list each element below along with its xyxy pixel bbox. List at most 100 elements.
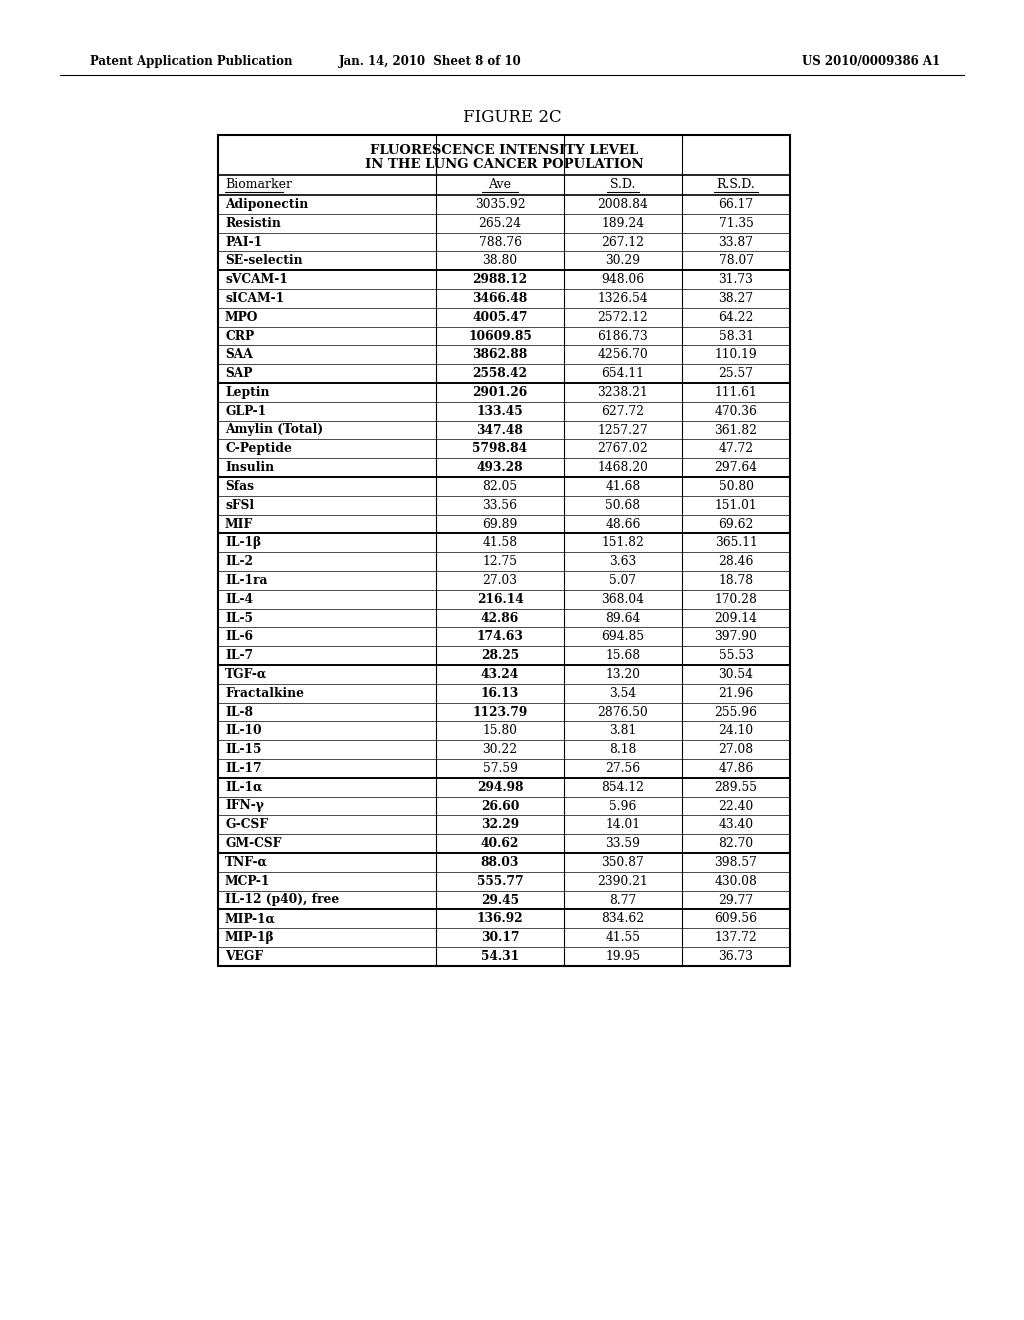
Text: 33.87: 33.87 <box>719 235 754 248</box>
Text: MIP-1α: MIP-1α <box>225 912 275 925</box>
Text: 347.48: 347.48 <box>476 424 523 437</box>
Text: 8.18: 8.18 <box>609 743 637 756</box>
Text: 40.62: 40.62 <box>481 837 519 850</box>
Text: 3.63: 3.63 <box>609 556 637 568</box>
Text: 3466.48: 3466.48 <box>472 292 527 305</box>
Text: 627.72: 627.72 <box>601 405 644 417</box>
Text: IL-2: IL-2 <box>225 556 253 568</box>
Text: IL-15: IL-15 <box>225 743 261 756</box>
Text: Biomarker: Biomarker <box>225 178 292 191</box>
Text: 133.45: 133.45 <box>477 405 523 417</box>
Text: 28.25: 28.25 <box>481 649 519 663</box>
Text: Adiponectin: Adiponectin <box>225 198 308 211</box>
Text: 1257.27: 1257.27 <box>598 424 648 437</box>
Text: CRP: CRP <box>225 330 254 342</box>
Text: 47.72: 47.72 <box>719 442 754 455</box>
Text: sICAM-1: sICAM-1 <box>225 292 284 305</box>
Text: 82.70: 82.70 <box>719 837 754 850</box>
Text: 55.53: 55.53 <box>719 649 754 663</box>
Text: Jan. 14, 2010  Sheet 8 of 10: Jan. 14, 2010 Sheet 8 of 10 <box>339 55 521 69</box>
Text: 15.68: 15.68 <box>605 649 641 663</box>
Text: 654.11: 654.11 <box>601 367 644 380</box>
Text: IL-12 (p40), free: IL-12 (p40), free <box>225 894 339 907</box>
Text: 2876.50: 2876.50 <box>598 705 648 718</box>
Text: Fractalkine: Fractalkine <box>225 686 304 700</box>
Text: IL-1β: IL-1β <box>225 536 261 549</box>
Text: 30.17: 30.17 <box>480 931 519 944</box>
Text: 32.29: 32.29 <box>481 818 519 832</box>
Text: 694.85: 694.85 <box>601 631 644 643</box>
Text: 38.80: 38.80 <box>482 255 517 267</box>
Text: 30.54: 30.54 <box>719 668 754 681</box>
Text: Patent Application Publication: Patent Application Publication <box>90 55 293 69</box>
Text: 1326.54: 1326.54 <box>598 292 648 305</box>
Text: 297.64: 297.64 <box>715 461 758 474</box>
Text: 25.57: 25.57 <box>719 367 754 380</box>
Text: 854.12: 854.12 <box>601 780 644 793</box>
Text: GM-CSF: GM-CSF <box>225 837 282 850</box>
Text: 3.81: 3.81 <box>609 725 637 738</box>
Text: 66.17: 66.17 <box>719 198 754 211</box>
Text: 361.82: 361.82 <box>715 424 758 437</box>
Text: 29.45: 29.45 <box>481 894 519 907</box>
Text: 50.80: 50.80 <box>719 480 754 492</box>
Text: 18.78: 18.78 <box>719 574 754 587</box>
Text: 33.56: 33.56 <box>482 499 517 512</box>
Text: VEGF: VEGF <box>225 950 263 962</box>
Text: 8.77: 8.77 <box>609 894 637 907</box>
Text: 19.95: 19.95 <box>605 950 641 962</box>
Text: IL-6: IL-6 <box>225 631 253 643</box>
Text: 64.22: 64.22 <box>718 310 754 323</box>
Text: GLP-1: GLP-1 <box>225 405 266 417</box>
Text: IL-1α: IL-1α <box>225 780 262 793</box>
Text: 368.04: 368.04 <box>601 593 644 606</box>
Text: 6186.73: 6186.73 <box>598 330 648 342</box>
Text: sFSl: sFSl <box>225 499 254 512</box>
Text: 1468.20: 1468.20 <box>598 461 648 474</box>
Text: 3035.92: 3035.92 <box>475 198 525 211</box>
Text: 555.77: 555.77 <box>477 875 523 888</box>
Text: 21.96: 21.96 <box>719 686 754 700</box>
Text: TGF-α: TGF-α <box>225 668 267 681</box>
Text: 16.13: 16.13 <box>481 686 519 700</box>
Text: 4256.70: 4256.70 <box>598 348 648 362</box>
Text: 78.07: 78.07 <box>719 255 754 267</box>
Text: 2390.21: 2390.21 <box>598 875 648 888</box>
Text: S.D.: S.D. <box>610 178 636 191</box>
Text: MCP-1: MCP-1 <box>225 875 270 888</box>
Text: 948.06: 948.06 <box>601 273 644 286</box>
Text: 31.73: 31.73 <box>719 273 754 286</box>
Text: TNF-α: TNF-α <box>225 855 268 869</box>
Bar <box>218 135 790 966</box>
Text: 1123.79: 1123.79 <box>472 705 527 718</box>
Text: 58.31: 58.31 <box>719 330 754 342</box>
Text: 493.28: 493.28 <box>477 461 523 474</box>
Text: 29.77: 29.77 <box>719 894 754 907</box>
Text: US 2010/0009386 A1: US 2010/0009386 A1 <box>802 55 940 69</box>
Text: 2901.26: 2901.26 <box>472 385 527 399</box>
Text: 27.56: 27.56 <box>605 762 641 775</box>
Text: 71.35: 71.35 <box>719 216 754 230</box>
Text: 609.56: 609.56 <box>715 912 758 925</box>
Text: 137.72: 137.72 <box>715 931 758 944</box>
Text: 57.59: 57.59 <box>482 762 517 775</box>
Text: 170.28: 170.28 <box>715 593 758 606</box>
Text: 15.80: 15.80 <box>482 725 517 738</box>
Text: 43.40: 43.40 <box>719 818 754 832</box>
Text: 350.87: 350.87 <box>602 855 644 869</box>
Text: 47.86: 47.86 <box>719 762 754 775</box>
Text: G-CSF: G-CSF <box>225 818 268 832</box>
Text: MIF: MIF <box>225 517 253 531</box>
Text: 54.31: 54.31 <box>481 950 519 962</box>
Text: 294.98: 294.98 <box>477 780 523 793</box>
Text: 28.46: 28.46 <box>718 556 754 568</box>
Text: 267.12: 267.12 <box>601 235 644 248</box>
Text: 24.10: 24.10 <box>719 725 754 738</box>
Text: 174.63: 174.63 <box>476 631 523 643</box>
Text: 289.55: 289.55 <box>715 780 758 793</box>
Text: Insulin: Insulin <box>225 461 274 474</box>
Text: 110.19: 110.19 <box>715 348 758 362</box>
Text: 30.22: 30.22 <box>482 743 517 756</box>
Text: 255.96: 255.96 <box>715 705 758 718</box>
Text: 5798.84: 5798.84 <box>472 442 527 455</box>
